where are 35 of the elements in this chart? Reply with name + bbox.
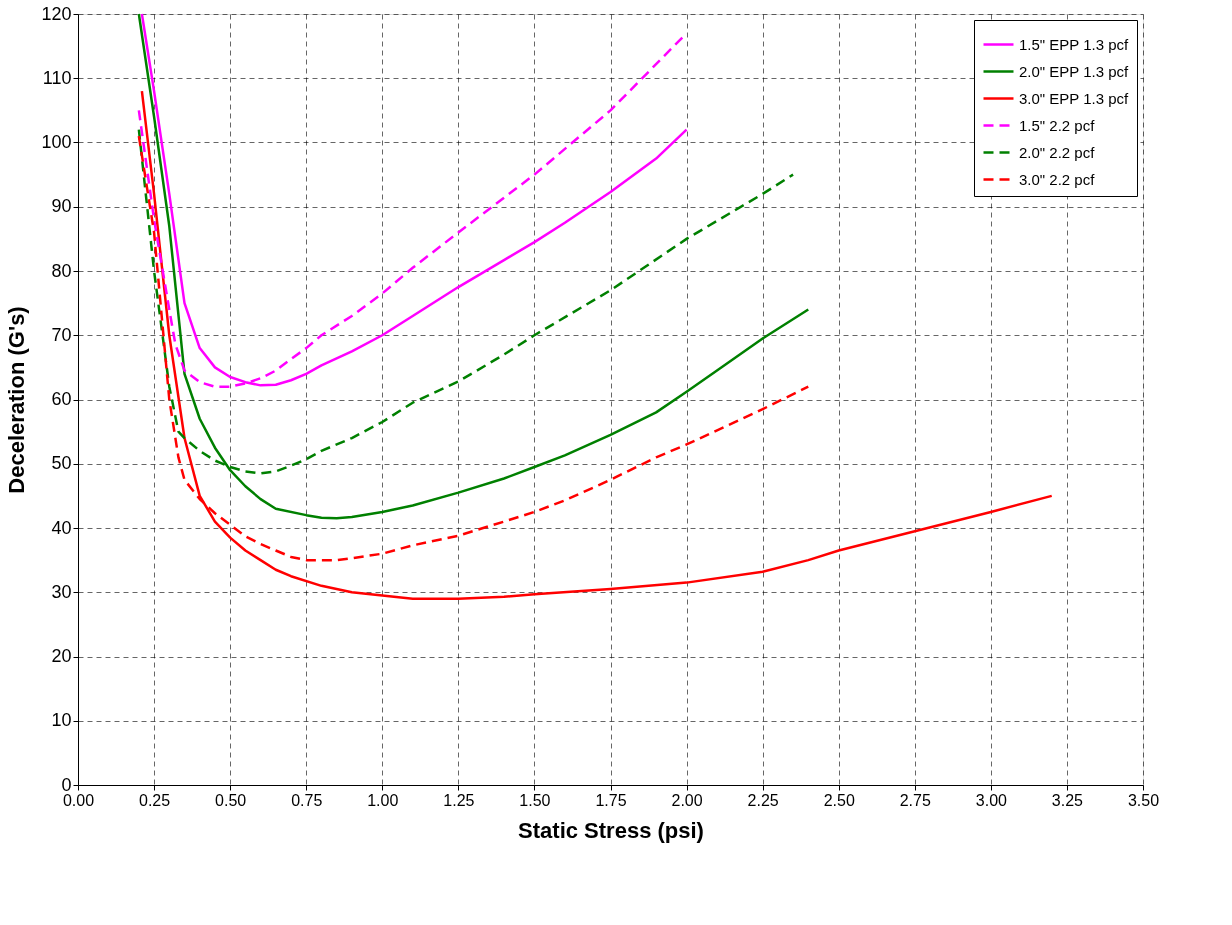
legend-label: 3.0" EPP 1.3 pcf (1019, 89, 1130, 107)
x-tick-label: 0.50 (215, 791, 247, 809)
x-tick-label: 3.25 (1051, 791, 1084, 809)
y-tick-label: 10 (51, 710, 72, 731)
x-tick-label: 2.25 (747, 791, 779, 809)
x-tick-label: 2.50 (823, 791, 855, 809)
x-tick-label: 0.75 (291, 791, 323, 809)
x-tick-label: 1.75 (595, 791, 627, 809)
y-tick-label: 100 (41, 132, 72, 152)
legend-label: 2.0" EPP 1.3 pcf (1019, 62, 1130, 80)
y-tick-label: 30 (51, 581, 72, 602)
x-axis-title: Static Stress (psi) (518, 817, 704, 843)
y-tick-label: 80 (51, 260, 72, 281)
y-tick-label: 70 (51, 324, 72, 345)
y-tick-label: 50 (51, 453, 72, 474)
x-tick-label: 3.00 (975, 791, 1008, 809)
line-series (137, 12, 810, 520)
y-tick-label: 90 (51, 196, 72, 217)
y-tick-label: 60 (51, 389, 72, 409)
y-tick-label: 120 (41, 3, 72, 24)
y-tick-label: 20 (51, 646, 72, 666)
y-tick-label: 110 (42, 67, 72, 88)
legend-label: 3.0" 2.2 pcf (1019, 170, 1096, 188)
x-tick-label: 1.50 (519, 791, 551, 809)
legend-label: 2.0" 2.2 pcf (1019, 143, 1096, 161)
x-tick-label: 0.25 (139, 791, 171, 809)
x-tick-label: 2.75 (899, 791, 931, 809)
x-tick-label: 1.25 (443, 791, 475, 809)
x-tick-label: 3.50 (1127, 791, 1160, 809)
legend-label: 1.5" EPP 1.3 pcf (1019, 35, 1130, 53)
x-tick-label: 2.00 (671, 791, 703, 809)
x-tick-label: 1.00 (367, 791, 399, 809)
legend-label: 1.5" 2.2 pcf (1019, 116, 1096, 134)
y-axis-title: Deceleration (G's) (4, 306, 30, 494)
y-tick-label: 40 (51, 517, 72, 538)
